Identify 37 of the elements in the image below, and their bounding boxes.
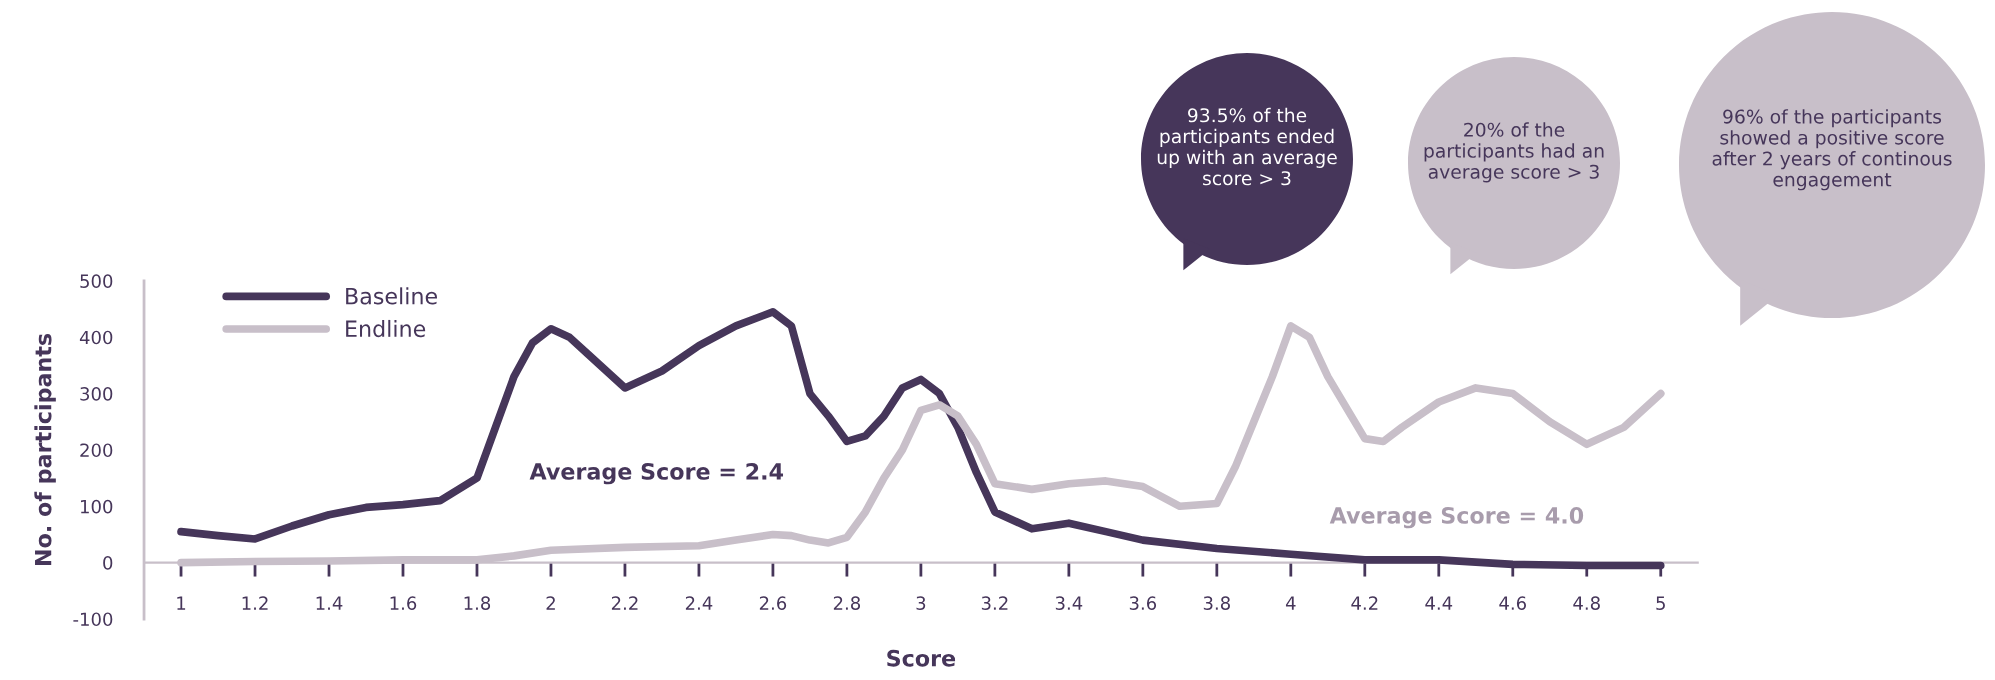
- y-tick-label: 400: [79, 330, 113, 345]
- y-tick-label: 100: [81, 499, 113, 514]
- x-tick-label: 2.8: [833, 596, 861, 610]
- x-tick-label: 4.8: [1573, 596, 1600, 610]
- x-tick-label: 4.4: [1425, 596, 1453, 610]
- x-tick-label: 2.6: [759, 596, 787, 610]
- x-tick-label: 1: [177, 596, 186, 610]
- x-tick-label: 4.6: [1499, 596, 1526, 610]
- x-tick-label: 3.8: [1203, 596, 1230, 610]
- annotation: Average Score = 2.4: [529, 463, 784, 485]
- x-axis-title: Score: [887, 649, 956, 667]
- x-tick-label: 4: [1285, 596, 1296, 610]
- legend-label: Endline: [346, 319, 426, 338]
- x-tick-label: 1.2: [242, 596, 268, 610]
- x-tick-label: 2.4: [685, 596, 713, 610]
- y-tick-label: 0: [103, 556, 113, 570]
- y-tick-label: 200: [80, 443, 113, 458]
- x-tick-label: 1.8: [464, 596, 491, 610]
- x-tick-label: 2.2: [611, 596, 638, 610]
- x-tick-label: 3.4: [1055, 596, 1083, 610]
- y-tick-label: -100: [73, 612, 113, 627]
- y-tick-label: 300: [80, 387, 113, 401]
- x-tick-label: 3.6: [1129, 596, 1157, 610]
- text: 93.5% of the participants ended up with an average score > 3: [1157, 107, 1337, 186]
- annotation: Average Score = 4.0: [1329, 507, 1584, 529]
- x-tick-label: 4.2: [1351, 596, 1378, 610]
- x-tick-label: 1.6: [390, 596, 417, 610]
- text: 96% of the participants showed a positive score after 2 years of continous engagement: [1712, 109, 1952, 191]
- x-tick-label: 1.4: [316, 596, 343, 610]
- text: 20% of the participants had an average score > 3: [1424, 122, 1604, 183]
- legend-label: Baseline: [346, 287, 437, 305]
- x-tick-label: 5: [1656, 596, 1665, 610]
- x-tick-label: 2: [546, 596, 555, 610]
- y-axis-title: No. of participants: [34, 333, 56, 565]
- y-tick-label: 500: [80, 274, 113, 288]
- x-tick-label: 3.2: [981, 596, 1008, 610]
- x-tick-label: 3: [916, 596, 926, 610]
